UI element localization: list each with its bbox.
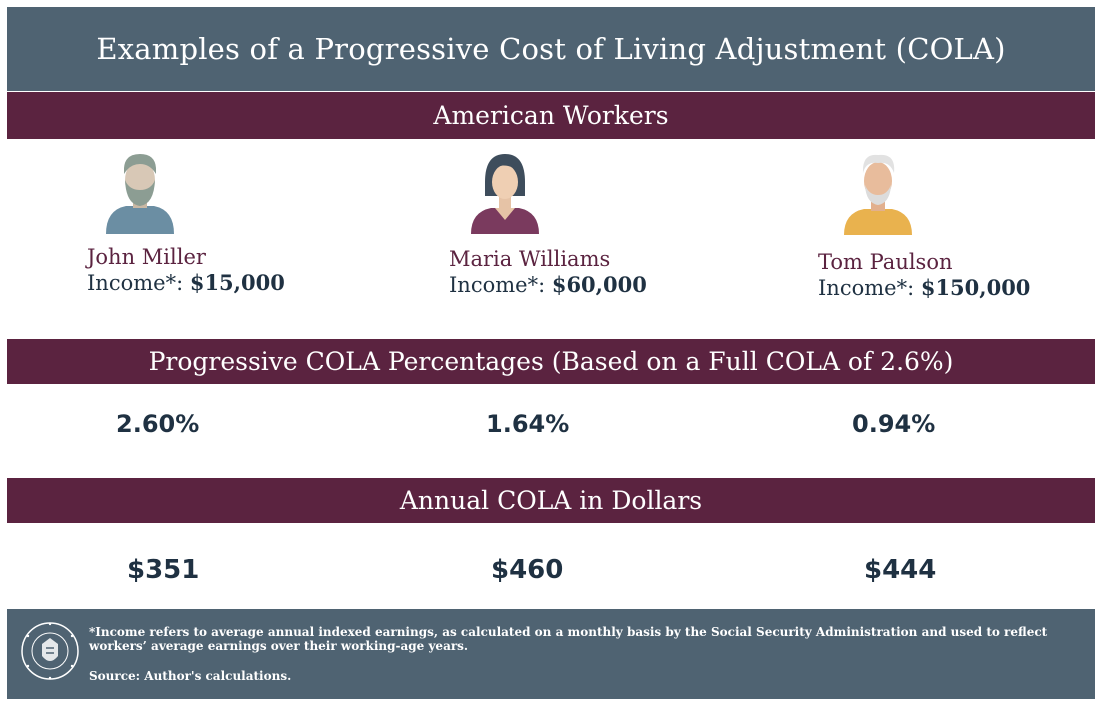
page-title: Examples of a Progressive Cost of Living… [7,7,1095,91]
older-man-avatar-icon [844,154,912,235]
cola-dollars: $351 [127,555,200,585]
income-value: $15,000 [189,270,285,295]
bearded-man-avatar-icon [106,154,174,234]
cola-percentage: 1.64% [486,410,570,438]
cola-dollars: $460 [491,555,564,585]
cola-dollars: $444 [864,555,937,585]
source-note: Source: Author's calculations. [89,669,292,683]
section-header-percentages: Progressive COLA Percentages (Based on a… [7,339,1095,384]
income-value: $150,000 [920,275,1031,300]
worker-income: Income*: $15,000 [87,270,285,295]
income-value: $60,000 [551,272,647,297]
footnote: *Income refers to average annual indexed… [89,625,1048,653]
worker-income: Income*: $150,000 [818,275,1030,300]
footer: *Income refers to average annual indexed… [7,609,1095,699]
section-header-dollars: Annual COLA in Dollars [7,478,1095,523]
worker-income: Income*: $60,000 [449,272,647,297]
worker-name: Tom Paulson [818,250,953,274]
income-label: Income*: [449,273,546,297]
income-label: Income*: [818,276,915,300]
section-header-workers: American Workers [7,92,1095,139]
economic-policy-innovation-center-seal-icon [21,622,79,680]
income-label: Income*: [87,271,184,295]
woman-avatar-icon [471,154,539,234]
cola-percentage: 2.60% [116,410,200,438]
cola-percentage: 0.94% [852,410,936,438]
worker-name: John Miller [87,245,206,269]
worker-name: Maria Williams [449,247,611,271]
